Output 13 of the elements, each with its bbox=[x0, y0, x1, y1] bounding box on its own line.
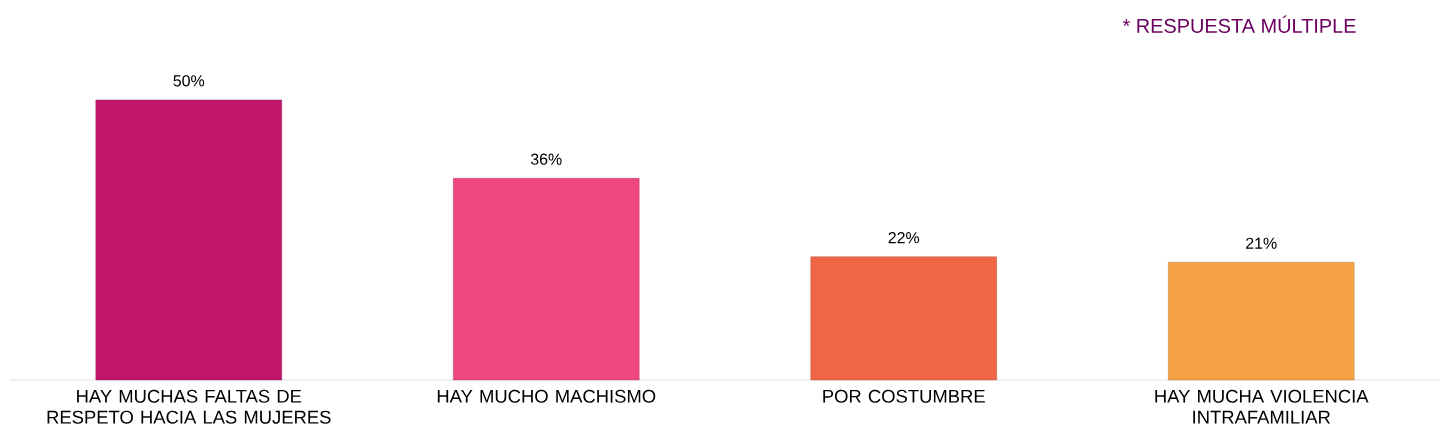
bar bbox=[810, 256, 997, 381]
bar bbox=[1168, 262, 1355, 381]
data-label: 21% bbox=[1246, 237, 1277, 249]
x-tick-label: POR COSTUMBRE bbox=[823, 389, 985, 403]
x-tick-label: HAY MUCHO MACHISMO bbox=[437, 389, 656, 403]
data-label: 50% bbox=[173, 75, 205, 87]
x-tick-label: HAY MUCHA VIOLENCIA INTRAFAMILIAR bbox=[1155, 389, 1369, 424]
data-label: 36% bbox=[530, 153, 562, 165]
data-label: 22% bbox=[888, 232, 920, 244]
bar bbox=[95, 99, 282, 381]
x-tick-label: HAY MUCHAS FALTAS DE RESPETO HACIA LAS MUJERES bbox=[47, 389, 331, 424]
bar bbox=[453, 178, 640, 381]
text: * RESPUESTA MÚLTIPLE bbox=[1122, 15, 1356, 33]
